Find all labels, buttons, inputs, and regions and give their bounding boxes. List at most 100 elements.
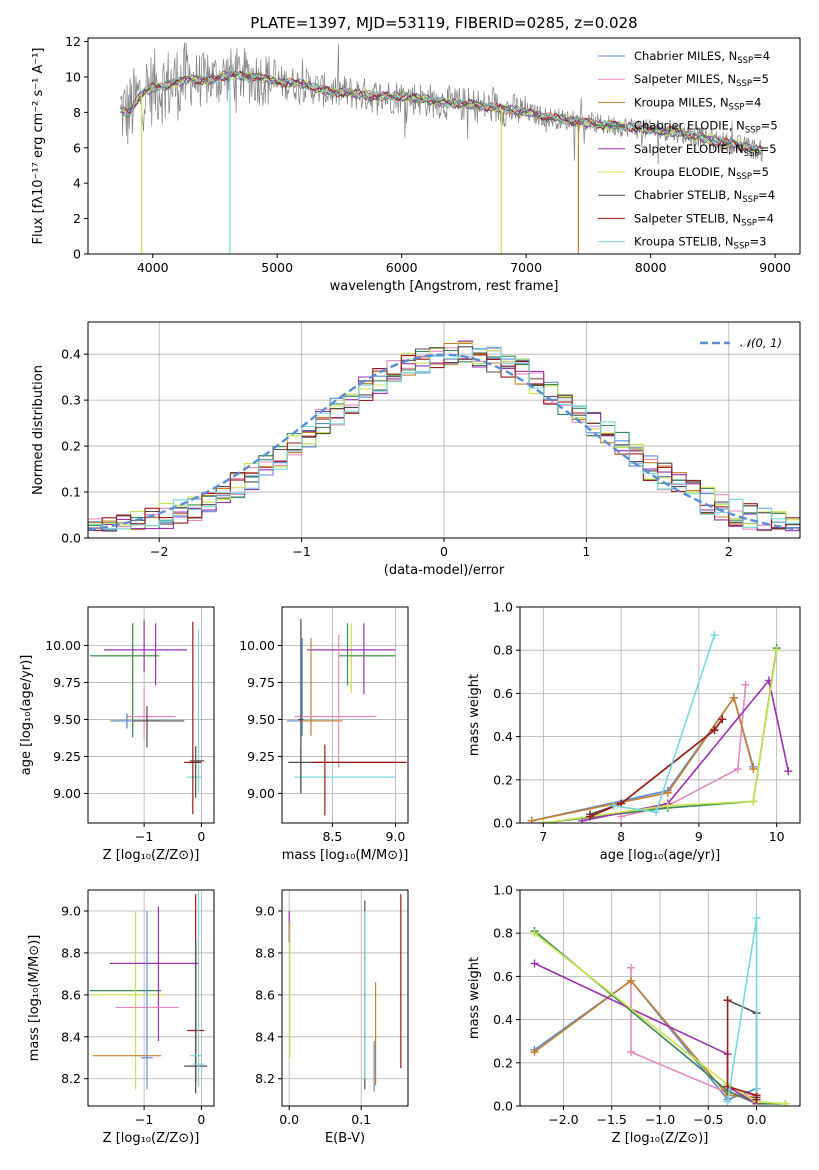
- y-tick-label: 8.8: [255, 945, 275, 960]
- x-tick-label: −1.5: [597, 1112, 627, 1127]
- weight-line: [531, 695, 755, 822]
- x-tick-label: 1: [582, 544, 590, 559]
- weight-marker: [741, 680, 750, 689]
- weight-line: [630, 967, 757, 1096]
- plot-area: [282, 890, 408, 1106]
- y-tick-label: 0.4: [493, 1012, 513, 1027]
- x-tick-label: −1: [135, 1112, 153, 1127]
- weight-line: [534, 979, 757, 1099]
- plot-area: [88, 322, 800, 538]
- y-axis-label: mass weight: [467, 674, 482, 756]
- x-axis-label: age [log₁₀(age/yr)]: [600, 848, 721, 863]
- x-tick-label: 0: [197, 1112, 205, 1127]
- weight-marker: [784, 767, 793, 776]
- weight-marker: [772, 646, 781, 655]
- x-axis-label: Z [log₁₀(Z/Z⊙)]: [612, 1131, 709, 1146]
- panel-weight-vs-z: −2.0 −1.5 −1.0 −0.5 0.0 0.0 0.2 0.4 0.6 0.8 1.0 Z […: [467, 883, 801, 1146]
- y-tick-label: 9.0: [61, 903, 81, 918]
- weight-marker: [527, 816, 536, 823]
- x-axis-label: E(B-V): [325, 1131, 365, 1146]
- y-tick-label: 1.0: [493, 600, 513, 615]
- weight-marker: [663, 801, 672, 810]
- x-tick-label: −2: [150, 544, 168, 559]
- x-tick-label: 5000: [261, 260, 293, 275]
- y-tick-label: 9.75: [53, 675, 81, 690]
- weight-marker: [539, 819, 548, 823]
- panel-weight-vs-age: 7 8 9 10 0.0 0.2 0.4 0.6 0.8 1.0 age [log₁₀(age/yr…: [467, 600, 801, 863]
- weight-line: [534, 962, 758, 1105]
- weight-marker: [530, 959, 539, 968]
- figure-title: PLATE=1397, MJD=53119, FIBERID=0285, z=0…: [250, 14, 637, 32]
- y-axis-label: Flux [fλ10⁻¹⁷ erg cm⁻² s⁻¹ A⁻¹]: [31, 48, 46, 245]
- y-tick-label: 9.25: [247, 749, 275, 764]
- x-tick-label: −1: [292, 544, 310, 559]
- legend-label: 𝒩(0, 1): [740, 336, 782, 350]
- y-tick-label: 0.8: [493, 643, 513, 658]
- weight-marker: [749, 797, 758, 806]
- y-tick-label: 8.4: [61, 1029, 81, 1044]
- y-tick-label: 0.8: [493, 926, 513, 941]
- weight-marker: [729, 693, 738, 702]
- panel-residuals: −2 −1 0 1 2 0.0 0.1 0.2 0.3 0.4 (data-model)/error…: [31, 321, 801, 578]
- weight-marker: [627, 1048, 636, 1056]
- legend-label: Salpeter STELIB, NSSP=4: [634, 211, 774, 228]
- y-tick-label: 9.00: [247, 786, 275, 801]
- panel-age-vs-mass: 8.5 9.0 9.00 9.25 9.50 9.75 10.00 mass [log₁₀(M…: [239, 606, 409, 863]
- weight-marker: [752, 1084, 761, 1093]
- y-tick-label: 8.6: [255, 987, 275, 1002]
- weight-line: [726, 1000, 758, 1100]
- y-tick-label: 9.0: [255, 903, 275, 918]
- weight-marker: [710, 631, 719, 640]
- plot-area: [88, 890, 214, 1106]
- x-tick-label: 7: [539, 829, 547, 844]
- weight-line: [589, 718, 723, 818]
- normal-curve: [88, 353, 800, 532]
- y-axis-label: age [log₁₀(age/yr)]: [19, 655, 34, 776]
- y-tick-label: 0.0: [493, 816, 513, 831]
- panel-age-vs-z: −1 0 9.00 9.25 9.50 9.75 10.00 Z [log₁₀(Z/Z⊙)] a…: [19, 606, 215, 863]
- y-tick-label: 8: [73, 105, 81, 120]
- axes-frame: [87, 606, 215, 824]
- weight-line: [534, 932, 786, 1105]
- x-axis-label: Z [log₁₀(Z/Z⊙)]: [103, 1131, 200, 1146]
- x-tick-label: 6000: [386, 260, 418, 275]
- y-tick-label: 12: [65, 34, 81, 49]
- y-tick-label: 9.50: [53, 712, 81, 727]
- y-tick-label: 0.3: [61, 393, 81, 408]
- x-axis-label: mass [log₁₀(M/M⊙)]: [282, 848, 409, 863]
- weight-marker: [710, 726, 719, 735]
- x-tick-label: 0: [440, 544, 448, 559]
- y-tick-label: 9.75: [247, 675, 275, 690]
- y-axis-label: mass weight: [467, 957, 482, 1039]
- y-tick-label: 9.25: [53, 749, 81, 764]
- x-tick-label: 7000: [510, 260, 542, 275]
- weight-marker: [530, 929, 539, 938]
- x-tick-label: −0.5: [693, 1112, 723, 1127]
- weight-marker: [749, 765, 758, 773]
- weight-marker: [752, 914, 761, 923]
- y-tick-label: 6: [73, 140, 81, 155]
- weight-line: [726, 917, 758, 1102]
- x-tick-label: 0.0: [279, 1112, 299, 1127]
- x-tick-label: 0.0: [747, 1112, 767, 1127]
- weight-marker: [652, 808, 661, 817]
- y-tick-label: 0.2: [493, 1055, 513, 1070]
- y-tick-label: 0.0: [61, 531, 81, 546]
- x-axis-label: (data-model)/error: [384, 563, 505, 578]
- x-tick-label: 9.0: [385, 829, 405, 844]
- y-tick-label: 8.2: [255, 1071, 275, 1086]
- weight-marker: [530, 1048, 539, 1056]
- y-tick-label: 8.4: [255, 1029, 275, 1044]
- x-tick-label: 8: [617, 829, 625, 844]
- y-tick-label: 0.2: [493, 772, 513, 787]
- y-tick-label: 9.50: [247, 712, 275, 727]
- legend-label: Chabrier STELIB, NSSP=4: [634, 188, 775, 205]
- y-tick-label: 1.0: [493, 883, 513, 898]
- weight-marker: [723, 996, 732, 1005]
- weight-marker: [609, 801, 618, 810]
- legend-label: Kroupa MILES, NSSP=4: [634, 95, 761, 112]
- y-tick-label: 10: [65, 69, 81, 84]
- x-tick-label: 4000: [137, 260, 169, 275]
- legend-label: Kroupa ELODIE, NSSP=5: [634, 165, 769, 182]
